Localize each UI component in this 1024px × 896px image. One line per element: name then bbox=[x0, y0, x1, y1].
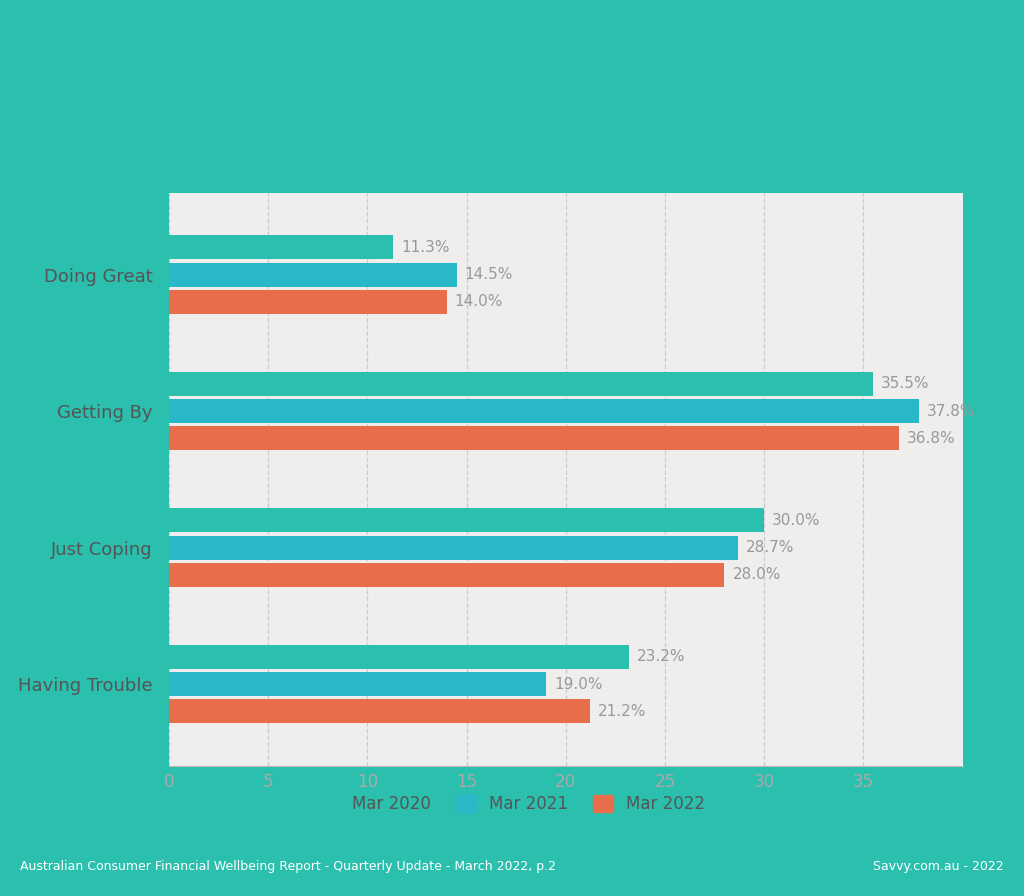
Text: 14.5%: 14.5% bbox=[465, 267, 513, 282]
Bar bbox=[169, 426, 899, 451]
Text: 37.8%: 37.8% bbox=[927, 403, 975, 418]
Text: 35.5%: 35.5% bbox=[882, 376, 930, 392]
Text: Savvy.com.au - 2022: Savvy.com.au - 2022 bbox=[872, 860, 1004, 874]
Text: 19.0%: 19.0% bbox=[554, 676, 602, 692]
Bar bbox=[169, 236, 393, 259]
Legend: Mar 2020, Mar 2021, Mar 2022: Mar 2020, Mar 2021, Mar 2022 bbox=[312, 788, 712, 820]
Text: 11.3%: 11.3% bbox=[401, 240, 450, 254]
Bar bbox=[169, 563, 725, 587]
Bar bbox=[169, 700, 590, 723]
Bar bbox=[169, 399, 919, 423]
Text: 23.2%: 23.2% bbox=[637, 650, 686, 664]
Bar bbox=[169, 645, 629, 669]
Text: 21.2%: 21.2% bbox=[598, 704, 646, 719]
Bar bbox=[169, 508, 764, 532]
Text: 28.7%: 28.7% bbox=[746, 540, 795, 556]
Text: Australian Consumer Financial Wellbeing Report - Quarterly Update - March 2022, : Australian Consumer Financial Wellbeing … bbox=[20, 860, 556, 874]
Text: 30.0%: 30.0% bbox=[772, 513, 820, 528]
Text: 28.0%: 28.0% bbox=[732, 567, 780, 582]
Bar bbox=[169, 536, 738, 560]
Bar bbox=[169, 263, 457, 287]
Text: 14.0%: 14.0% bbox=[455, 295, 503, 309]
Bar bbox=[169, 372, 873, 396]
Bar bbox=[169, 289, 446, 314]
Text: Distribution of Financial Wellbeing Outcomes: Distribution of Financial Wellbeing Outc… bbox=[0, 120, 1024, 165]
Text: 36.8%: 36.8% bbox=[907, 431, 955, 446]
Bar bbox=[169, 672, 546, 696]
